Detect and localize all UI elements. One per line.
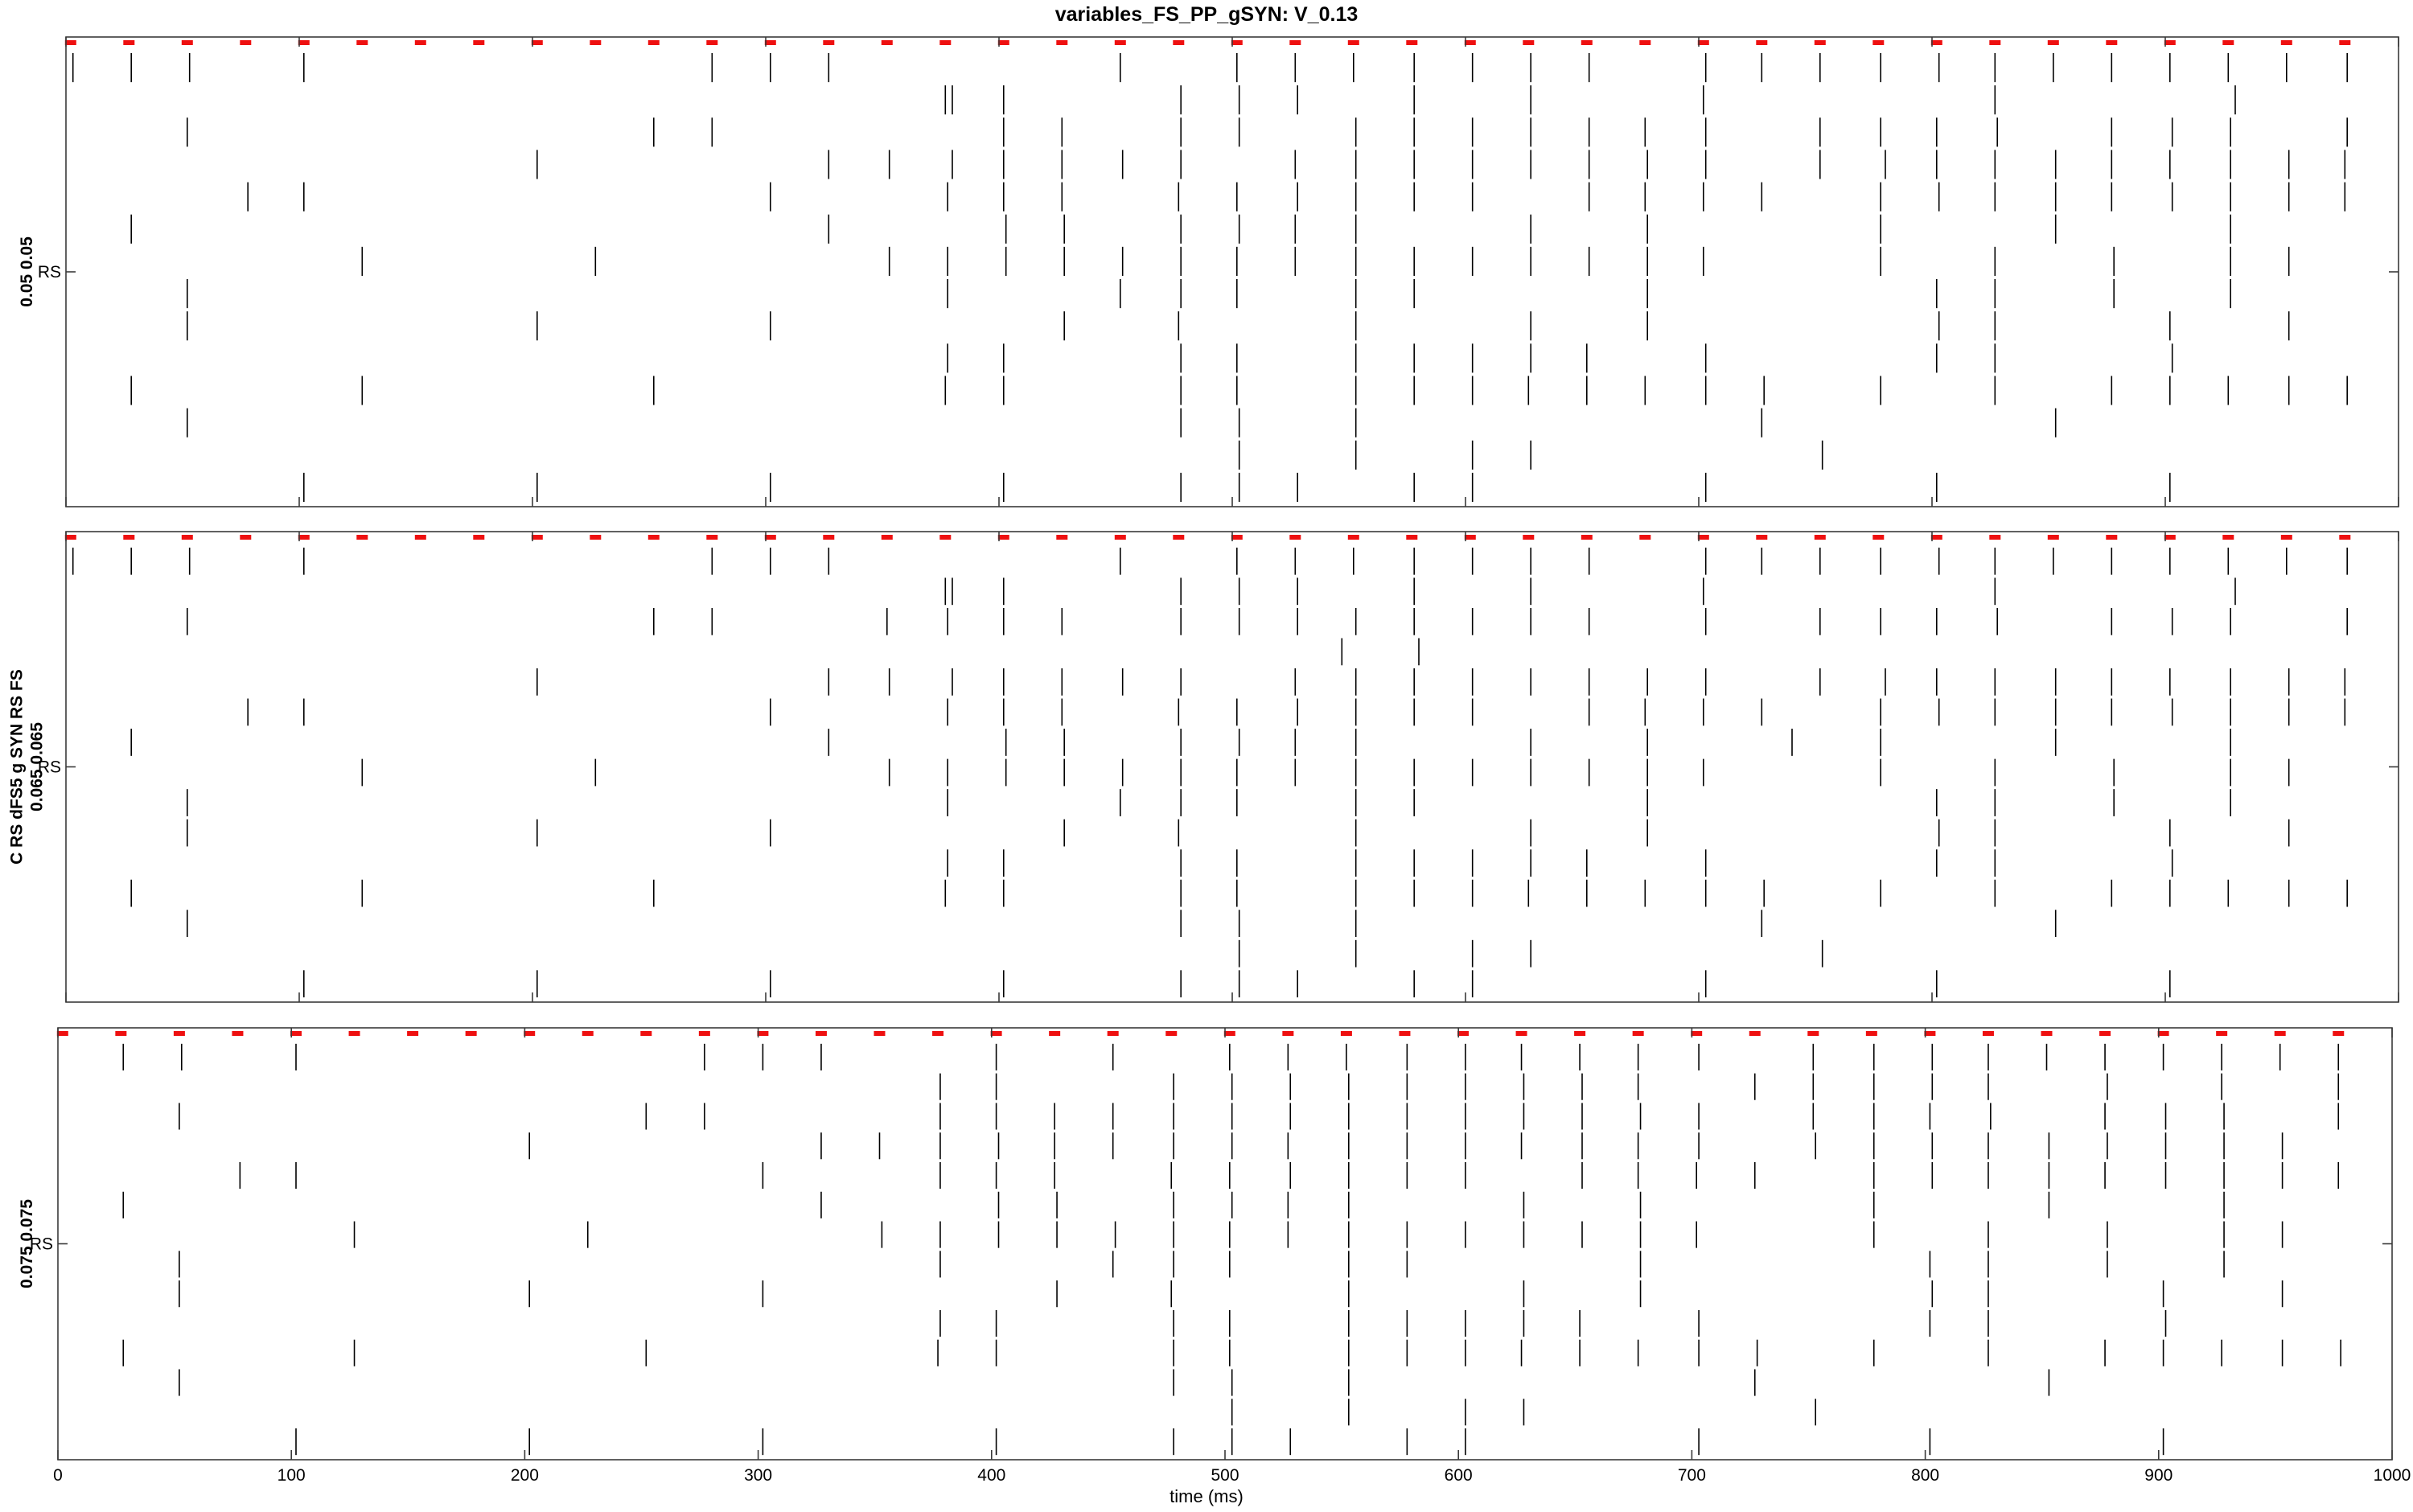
x-tick-label: 400	[977, 1466, 1005, 1485]
x-tick-label: 200	[511, 1466, 539, 1485]
chart-title: variables_FS_PP_gSYN: V_0.13	[1055, 3, 1359, 26]
x-tick-label: 0	[53, 1466, 63, 1485]
x-tick-label: 600	[1445, 1466, 1473, 1485]
y-tick-label: RS	[38, 263, 61, 281]
x-tick-label: 900	[2144, 1466, 2173, 1485]
y-axis-label: C RS dFS5 g SYN RS FS	[8, 669, 27, 865]
x-axis-label: time (ms)	[1170, 1486, 1243, 1506]
panel-frame	[65, 36, 2399, 507]
y-tick-label: RS	[38, 758, 61, 777]
y-axis-label: 0.075 0.075	[18, 1199, 36, 1288]
y-tick-label: RS	[30, 1235, 53, 1254]
x-tick-label: 500	[1211, 1466, 1239, 1485]
x-tick-label: 300	[744, 1466, 772, 1485]
raster-panel-3: RS0.075 0.075 0 100 200 300 400 500 600 700 800 90…	[18, 1027, 2411, 1485]
y-axis-label: 0.065 0.065	[28, 722, 47, 811]
y-axis-label: 0.05 0.05	[18, 236, 36, 307]
x-tick-label: 100	[277, 1466, 306, 1485]
panel-frame	[57, 1027, 2393, 1461]
x-tick-label: 700	[1678, 1466, 1706, 1485]
panel-frame	[65, 531, 2399, 1003]
x-tick-label: 800	[1911, 1466, 1939, 1485]
raster-panel-1: RS0.05 0.05	[18, 36, 2399, 507]
raster-panel-2: RS C RS dFS5 g SYN RS FS 0.065 0.065	[8, 531, 2399, 1003]
x-tick-label: 1000	[2374, 1466, 2411, 1485]
